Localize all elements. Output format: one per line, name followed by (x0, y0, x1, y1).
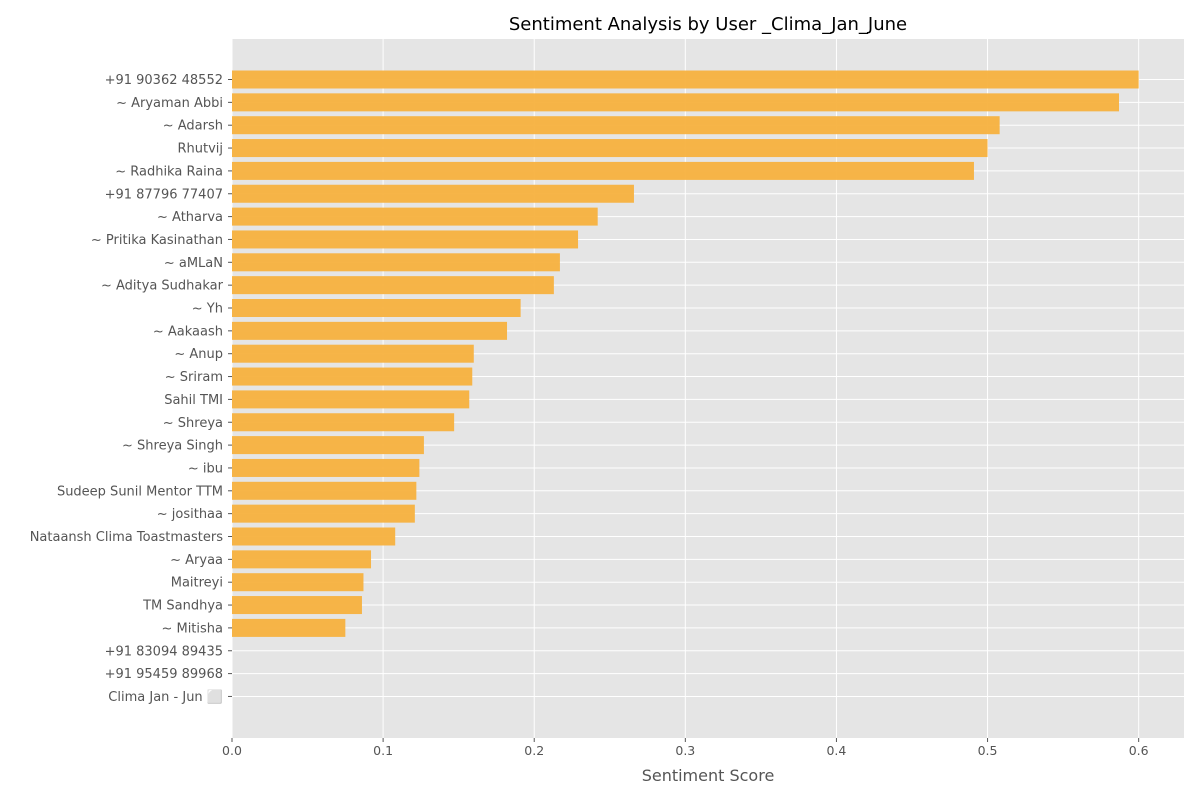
bar (232, 207, 598, 226)
y-tick-label: ~ Aryaman Abbi (116, 96, 223, 111)
y-tick-label: ~ Mitisha (161, 621, 223, 636)
y-tick-label: ~ Aryaa (170, 553, 223, 568)
bar (232, 116, 1000, 135)
x-tick-label: 0.0 (222, 743, 242, 758)
x-tick-label: 0.6 (1129, 743, 1149, 758)
y-tick-label: ~ Yh (192, 302, 223, 317)
x-axis-label: Sentiment Score (642, 766, 775, 785)
bar (232, 344, 474, 363)
bar (232, 70, 1139, 89)
y-tick-label: TM Sandhya (142, 599, 223, 614)
x-tick-labels: 0.0 0.1 0.2 0.3 0.4 0.5 0.6 (222, 738, 1149, 758)
bar (232, 504, 415, 523)
bar (232, 276, 554, 295)
y-tick-label: +91 90362 48552 (105, 73, 223, 88)
bar (232, 573, 364, 592)
bar (232, 550, 372, 569)
y-tick-label: ~ Sriram (165, 370, 223, 385)
y-tick-label: ~ Adarsh (163, 119, 223, 134)
bar (232, 230, 579, 249)
bar (232, 390, 470, 409)
y-tick-label: ~ josithaa (157, 507, 223, 522)
y-tick-label: Rhutvij (177, 142, 223, 157)
x-tick-label: 0.1 (373, 743, 393, 758)
y-tick-label: ~ Anup (174, 347, 223, 362)
x-tick-label: 0.3 (675, 743, 695, 758)
y-tick-label: ~ Aditya Sudhakar (101, 279, 224, 294)
bar (232, 321, 508, 340)
y-tick-label: +91 87796 77407 (105, 187, 223, 202)
bar (232, 161, 974, 180)
y-tick-label: Nataansh Clima Toastmasters (30, 530, 224, 545)
bar (232, 367, 473, 386)
bar (232, 299, 521, 317)
chart-title: Sentiment Analysis by User _Clima_Jan_Ju… (509, 14, 907, 35)
bar (232, 481, 417, 500)
bars (232, 70, 1139, 637)
y-tick-label: ~ Radhika Raina (115, 164, 223, 179)
y-tick-label: ~ Atharva (157, 210, 223, 225)
y-tick-label: ~ Aakaash (153, 324, 223, 339)
bar (232, 253, 560, 272)
x-tick-label: 0.5 (978, 743, 998, 758)
bar (232, 596, 362, 615)
y-tick-label: +91 83094 89435 (105, 644, 223, 659)
bar (232, 458, 420, 477)
y-tick-label: Sudeep Sunil Mentor TTM (57, 484, 223, 499)
y-tick-label: ~ aMLaN (164, 256, 223, 271)
y-tick-label: Sahil TMI (164, 393, 223, 408)
y-tick-label: Maitreyi (171, 576, 223, 591)
y-tick-label: ~ Pritika Kasinathan (91, 233, 223, 248)
y-tick-labels: +91 90362 48552 ~ Aryaman Abbi ~ Adarsh Rhu… (30, 73, 232, 705)
bar (232, 139, 988, 158)
bar (232, 436, 424, 455)
bar (232, 184, 634, 203)
bar (232, 413, 455, 432)
y-tick-label: ~ ibu (188, 461, 223, 476)
y-tick-label: ~ Shreya Singh (122, 439, 223, 454)
bar (232, 527, 396, 546)
x-tick-label: 0.2 (524, 743, 544, 758)
bar (232, 618, 346, 637)
bar (232, 93, 1120, 112)
y-tick-label: ~ Shreya (163, 416, 223, 431)
y-tick-label: Clima Jan - Jun ⬜ (108, 689, 223, 705)
y-tick-label: +91 95459 89968 (105, 667, 223, 682)
x-tick-label: 0.4 (826, 743, 846, 758)
